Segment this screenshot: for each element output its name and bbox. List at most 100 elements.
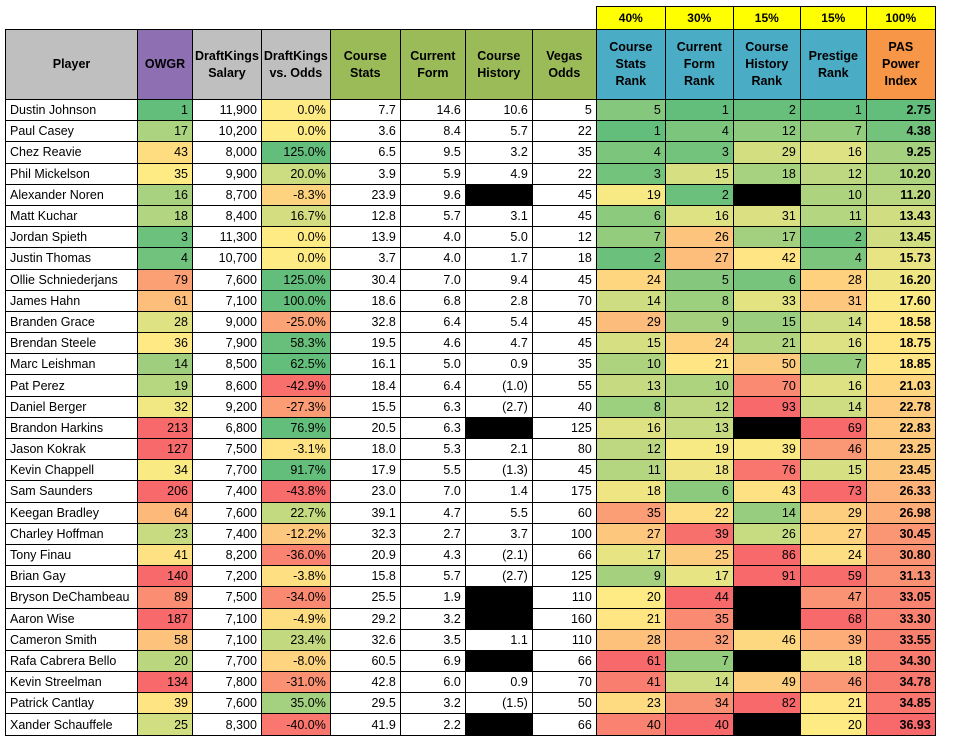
player-name-cell: Kevin Streelman [5, 671, 138, 694]
table-row: Keegan Bradley 64 7,600 22.7% 39.1 4.7 5.5 60 35… [5, 501, 936, 524]
header-course-stats-rank: Course Stats Rank [595, 29, 666, 100]
pas-power-index-cell: 17.60 [865, 289, 936, 312]
course-stats-rank-cell: 18 [595, 480, 666, 503]
player-name-cell: Charley Hoffman [5, 522, 138, 545]
prestige-rank-cell: 27 [799, 522, 867, 545]
course-stats-cell: 12.8 [329, 204, 401, 228]
course-history-cell [464, 607, 533, 630]
pas-power-index-cell: 18.58 [865, 310, 936, 334]
course-history-cell: (1.5) [464, 692, 533, 715]
player-name-cell: James Hahn [5, 289, 138, 312]
course-history-rank-cell: 93 [732, 395, 801, 418]
table-row: Jason Kokrak 127 7,500 -3.1% 18.0 5.3 2.1 80 12 1… [5, 437, 936, 461]
course-stats-cell: 32.3 [329, 522, 401, 545]
vegas-odds-cell: 60 [531, 501, 597, 524]
course-history-rank-cell: 12 [732, 120, 801, 143]
pas-power-index-cell: 30.80 [865, 543, 936, 567]
owgr-cell: 134 [137, 671, 193, 694]
player-name-cell: Justin Thomas [5, 247, 138, 270]
pas-power-index-cell: 4.38 [865, 120, 936, 143]
player-name-cell: Rafa Cabrera Bello [5, 649, 138, 673]
owgr-cell: 18 [137, 204, 193, 228]
vegas-odds-cell: 45 [531, 268, 597, 291]
table-row: James Hahn 61 7,100 100.0% 18.6 6.8 2.8 70 14 8 33… [5, 289, 936, 312]
course-history-rank-cell: 86 [732, 543, 801, 567]
prestige-rank-cell: 12 [799, 162, 867, 185]
dk-salary-cell: 7,500 [192, 586, 262, 609]
course-history-rank-cell: 18 [732, 162, 801, 185]
prestige-rank-cell: 15 [799, 459, 867, 482]
current-form-rank-cell: 15 [664, 162, 734, 185]
header-dk-salary: DraftKings Salary [192, 29, 262, 100]
pas-power-index-cell: 33.05 [865, 586, 936, 609]
owgr-cell: 89 [137, 586, 193, 609]
course-stats-cell: 20.5 [329, 416, 401, 440]
header-course-history-rank: Course History Rank [732, 29, 801, 100]
dk-vs-odds-cell: 62.5% [260, 353, 331, 376]
vegas-odds-cell: 35 [531, 353, 597, 376]
dk-salary-cell: 8,500 [192, 353, 262, 376]
vegas-odds-cell: 66 [531, 713, 597, 736]
dk-vs-odds-cell: -8.3% [260, 183, 331, 206]
dk-vs-odds-cell: 0.0% [260, 247, 331, 270]
player-name-cell: Chez Reavie [5, 141, 138, 164]
course-stats-cell: 7.7 [329, 98, 401, 122]
current-form-rank-cell: 8 [664, 289, 734, 312]
current-form-rank-cell: 2 [664, 183, 734, 206]
course-history-cell: 5.0 [464, 226, 533, 249]
pas-power-index-cell: 9.25 [865, 141, 936, 164]
dk-vs-odds-cell: 16.7% [260, 204, 331, 228]
dk-vs-odds-cell: 0.0% [260, 226, 331, 249]
dk-vs-odds-cell: -36.0% [260, 543, 331, 567]
course-history-cell: (2.1) [464, 543, 533, 567]
course-history-cell: 5.7 [464, 120, 533, 143]
current-form-rank-cell: 21 [664, 353, 734, 376]
course-stats-rank-cell: 40 [595, 713, 666, 736]
current-form-cell: 14.6 [399, 98, 466, 122]
prestige-rank-cell: 46 [799, 437, 867, 461]
course-history-cell: 3.7 [464, 522, 533, 545]
vegas-odds-cell: 45 [531, 183, 597, 206]
table-row: Pat Perez 19 8,600 -42.9% 18.4 6.4 (1.0) 55 13 10… [5, 374, 936, 397]
pas-power-index-cell: 23.25 [865, 437, 936, 461]
prestige-rank-cell: 59 [799, 565, 867, 588]
prestige-rank-cell: 1 [799, 98, 867, 122]
course-history-rank-cell: 26 [732, 522, 801, 545]
dk-salary-cell: 11,300 [192, 226, 262, 249]
course-history-rank-cell: 70 [732, 374, 801, 397]
course-stats-cell: 25.5 [329, 586, 401, 609]
course-stats-cell: 13.9 [329, 226, 401, 249]
current-form-cell: 4.0 [399, 226, 466, 249]
vegas-odds-cell: 66 [531, 543, 597, 567]
current-form-rank-cell: 34 [664, 692, 734, 715]
player-name-cell: Sam Saunders [5, 480, 138, 503]
weights-row: 40% 30% 15% 15% 100% [6, 6, 936, 30]
course-stats-cell: 23.0 [329, 480, 401, 503]
table-row: Tony Finau 41 8,200 -36.0% 20.9 4.3 (2.1) 66 17 2… [5, 543, 936, 567]
pas-power-index-cell: 22.83 [865, 416, 936, 440]
dk-salary-cell: 11,900 [192, 98, 262, 122]
dk-vs-odds-cell: 76.9% [260, 416, 331, 440]
prestige-rank-cell: 4 [799, 247, 867, 270]
dk-salary-cell: 7,100 [192, 628, 262, 651]
course-stats-rank-cell: 27 [595, 522, 666, 545]
vegas-odds-cell: 160 [531, 607, 597, 630]
dk-salary-cell: 7,600 [192, 501, 262, 524]
vegas-odds-cell: 45 [531, 459, 597, 482]
current-form-cell: 2.7 [399, 522, 466, 545]
vegas-odds-cell: 175 [531, 480, 597, 503]
dk-vs-odds-cell: 0.0% [260, 98, 331, 122]
prestige-rank-cell: 47 [799, 586, 867, 609]
course-history-rank-cell [732, 416, 801, 440]
current-form-cell: 6.9 [399, 649, 466, 673]
power-index-table: 40% 30% 15% 15% 100% Player OWGR DraftKi… [5, 6, 936, 736]
prestige-rank-cell: 28 [799, 268, 867, 291]
owgr-cell: 127 [137, 437, 193, 461]
course-history-rank-cell: 76 [732, 459, 801, 482]
dk-vs-odds-cell: -3.8% [260, 565, 331, 588]
current-form-cell: 3.5 [399, 628, 466, 651]
header-current-form: Current Form [399, 29, 466, 100]
prestige-rank-cell: 68 [799, 607, 867, 630]
prestige-rank-cell: 16 [799, 374, 867, 397]
